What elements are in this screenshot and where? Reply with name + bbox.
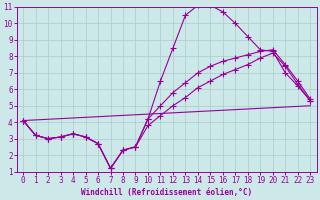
X-axis label: Windchill (Refroidissement éolien,°C): Windchill (Refroidissement éolien,°C) [81, 188, 252, 197]
